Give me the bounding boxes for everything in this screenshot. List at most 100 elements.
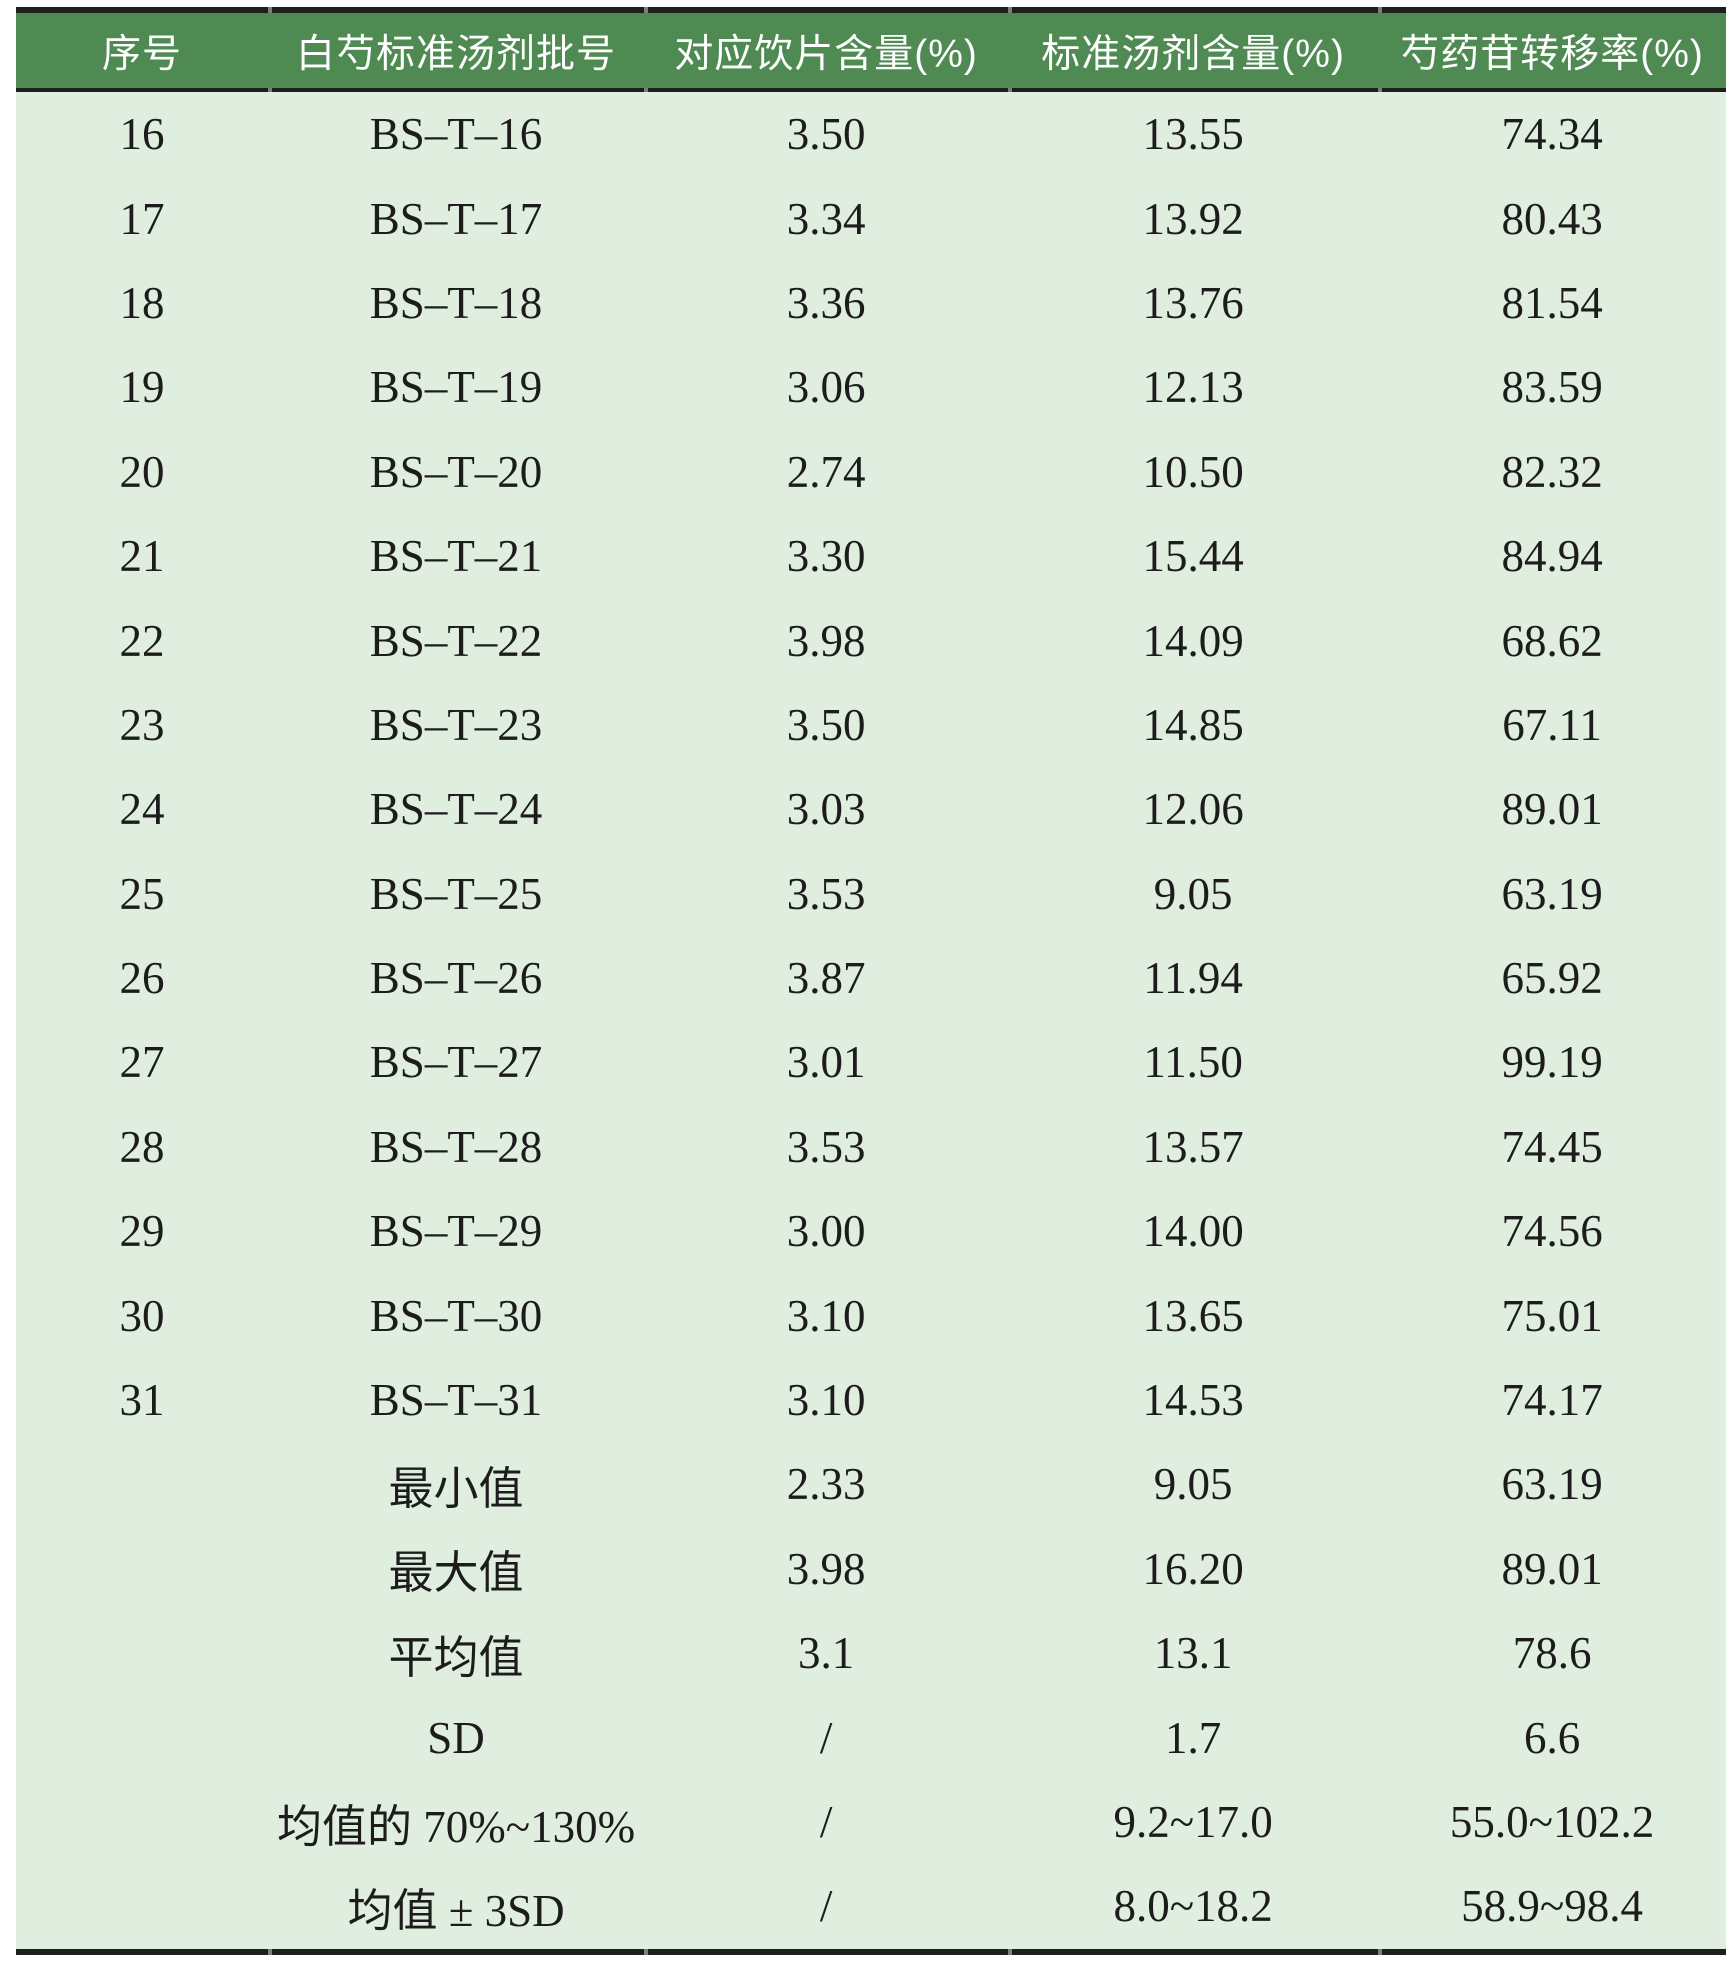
table-cell: / [644, 1779, 1009, 1865]
table-cell: BS–T–24 [268, 767, 645, 852]
table-cell [16, 1526, 269, 1612]
table-cell: 12.06 [1008, 767, 1379, 852]
table-row: 20 BS–T–20 2.74 10.50 82.32 [16, 429, 1726, 514]
table-cell: BS–T–28 [268, 1104, 645, 1190]
table-row: 最小值 2.33 9.05 63.19 [16, 1442, 1726, 1527]
table-cell: 3.36 [644, 260, 1009, 346]
table-cell: 74.56 [1378, 1189, 1726, 1274]
table-cell: 75.01 [1378, 1273, 1726, 1358]
column-divider-notch [1007, 1948, 1012, 1955]
table-cell: 84.94 [1378, 513, 1726, 599]
table-row: 29 BS–T–29 3.00 14.00 74.56 [16, 1189, 1726, 1274]
table-cell [16, 1864, 269, 1949]
table-cell: 1.7 [1008, 1695, 1379, 1780]
table-cell: 13.92 [1008, 176, 1379, 261]
table-cell: 14.53 [1008, 1357, 1379, 1443]
table-cell: BS–T–18 [268, 260, 645, 346]
table-cell: BS–T–23 [268, 682, 645, 768]
table-cell: 74.34 [1378, 90, 1726, 177]
table-cell: 21 [16, 513, 269, 599]
table-cell: 17 [16, 176, 269, 261]
table-cell: 3.10 [644, 1273, 1009, 1358]
table-cell: 6.6 [1378, 1695, 1726, 1780]
column-divider-notch [268, 88, 273, 92]
table-row: 30 BS–T–30 3.10 13.65 75.01 [16, 1273, 1726, 1358]
table-cell: BS–T–30 [268, 1273, 645, 1358]
table-cell: 83.59 [1378, 345, 1726, 430]
table-cell: 3.30 [644, 513, 1009, 599]
table-cell: 23 [16, 682, 269, 768]
table-cell: 80.43 [1378, 176, 1726, 261]
data-table: 序号 白芍标准汤剂批号 对应饮片含量(%) 标准汤剂含量(%) 芍药苷转移率(%) 16… [16, 13, 1726, 1949]
table-cell: 11.50 [1008, 1020, 1379, 1105]
table-cell: 3.01 [644, 1020, 1009, 1105]
table-cell: 68.62 [1378, 598, 1726, 683]
table-cell: 30 [16, 1273, 269, 1358]
table-cell: 最大值 [268, 1526, 645, 1612]
table-row: 24 BS–T–24 3.03 12.06 89.01 [16, 767, 1726, 852]
table-cell: 24 [16, 767, 269, 852]
column-header: 序号 [16, 13, 269, 92]
column-divider-notch [1378, 7, 1382, 13]
table-cell: 16 [16, 90, 269, 177]
table-cell: 22 [16, 598, 269, 683]
table-cell: 14.85 [1008, 682, 1379, 768]
column-divider-notch [1007, 88, 1012, 92]
table-row: 19 BS–T–19 3.06 12.13 83.59 [16, 345, 1726, 430]
table-cell: 9.05 [1008, 851, 1379, 936]
table-cell: 25 [16, 851, 269, 936]
table-row: 28 BS–T–28 3.53 13.57 74.45 [16, 1104, 1726, 1190]
table-cell: 31 [16, 1357, 269, 1443]
table-cell: 3.1 [644, 1611, 1009, 1696]
column-divider-notch [268, 7, 273, 13]
table-cell: 65.92 [1378, 935, 1726, 1021]
column-divider-notch [1378, 88, 1382, 92]
table-row: 最大值 3.98 16.20 89.01 [16, 1526, 1726, 1612]
table-cell: 3.50 [644, 90, 1009, 177]
table-cell: 3.06 [644, 345, 1009, 430]
table-row: 23 BS–T–23 3.50 14.85 67.11 [16, 682, 1726, 768]
table-row: 22 BS–T–22 3.98 14.09 68.62 [16, 598, 1726, 683]
table-top-border [16, 7, 1726, 13]
table-row: 18 BS–T–18 3.36 13.76 81.54 [16, 260, 1726, 346]
table-cell: 13.76 [1008, 260, 1379, 346]
table-cell: 63.19 [1378, 851, 1726, 936]
table-cell: 18 [16, 260, 269, 346]
column-divider-notch [644, 1948, 649, 1955]
table-cell: 3.53 [644, 1104, 1009, 1190]
table-cell: 平均值 [268, 1611, 645, 1696]
table-cell: BS–T–26 [268, 935, 645, 1021]
table-body: 16 BS–T–16 3.50 13.55 74.34 17 BS–T–17 3.34 13.9… [16, 90, 1726, 1949]
table-cell: 99.19 [1378, 1020, 1726, 1105]
table-cell: 2.33 [644, 1442, 1009, 1527]
table-row: 均值的 70%~130%/9.2~17.0 55.0~102.2 [16, 1779, 1726, 1865]
table-cell: BS–T–31 [268, 1357, 645, 1443]
standard-decoction-table: 序号 白芍标准汤剂批号 对应饮片含量(%) 标准汤剂含量(%) 芍药苷转移率(%) 16… [16, 7, 1726, 1955]
table-row: 均值 ± 3SD/8.0~18.2 58.9~98.4 [16, 1864, 1726, 1949]
table-cell: 13.55 [1008, 90, 1379, 177]
table-cell: 27 [16, 1020, 269, 1105]
table-row: 27 BS–T–27 3.01 11.50 99.19 [16, 1020, 1726, 1105]
table-cell: 14.09 [1008, 598, 1379, 683]
table-cell: BS–T–29 [268, 1189, 645, 1274]
table-cell: BS–T–20 [268, 429, 645, 514]
table-cell: 82.32 [1378, 429, 1726, 514]
table-header: 序号 白芍标准汤剂批号 对应饮片含量(%) 标准汤剂含量(%) 芍药苷转移率(%) [16, 13, 1726, 92]
table-cell: 63.19 [1378, 1442, 1726, 1527]
table-bottom-border [16, 1948, 1726, 1955]
table-cell: 11.94 [1008, 935, 1379, 1021]
table-cell: 15.44 [1008, 513, 1379, 599]
table-cell: 26 [16, 935, 269, 1021]
table-cell: 10.50 [1008, 429, 1379, 514]
table-cell: 13.1 [1008, 1611, 1379, 1696]
column-header: 对应饮片含量(%) [644, 13, 1009, 92]
table-cell: 3.34 [644, 176, 1009, 261]
table-row: 21 BS–T–21 3.30 15.44 84.94 [16, 513, 1726, 599]
table-row: 17 BS–T–17 3.34 13.92 80.43 [16, 176, 1726, 261]
column-header: 标准汤剂含量(%) [1008, 13, 1379, 92]
table-cell: 13.65 [1008, 1273, 1379, 1358]
column-divider-notch [644, 88, 649, 92]
table-cell [16, 1442, 269, 1527]
table-cell: 78.6 [1378, 1611, 1726, 1696]
